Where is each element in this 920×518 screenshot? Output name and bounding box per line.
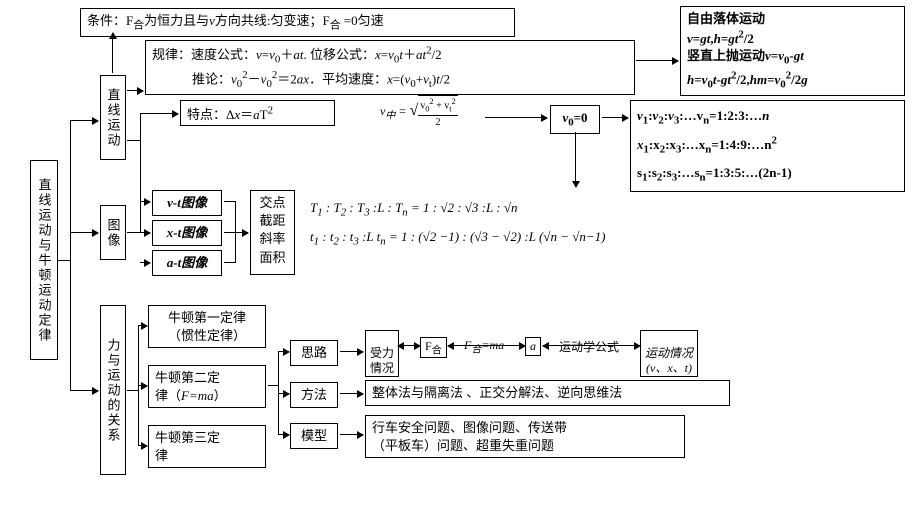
newton3-box: 牛顿第三定 律 — [148, 425, 266, 468]
vmid-label: v中 = — [380, 104, 406, 118]
methods-box: 整体法与隔离法 、正交分解法、逆向思维法 — [365, 380, 730, 406]
moxing-label: 模型 — [301, 428, 327, 443]
n1-l2: （惯性定律） — [168, 328, 246, 343]
ratios-box: v1:v2:v3:…vn=1:2:3:…n x1:x2:x3:…xn=1:4:9… — [630, 100, 905, 192]
laws-box: 规律：速度公式：v=v0＋at. 位移公式：x=v0t＋at2/2 推论：v02… — [145, 40, 635, 95]
n3-l1: 牛顿第三定 — [155, 430, 220, 445]
newton2-box: 牛顿第二定 律（F=ma） — [148, 365, 266, 408]
ff-l1: 自由落体运动 — [687, 11, 765, 26]
v0-box: v0=0 — [550, 105, 600, 134]
newton1-box: 牛顿第一定律 （惯性定律） — [148, 305, 266, 348]
graphs-box: 图像 — [100, 205, 126, 260]
force-rel-label: 力与运动的关系 — [104, 338, 123, 443]
flow-b2-label: F合 — [425, 339, 442, 353]
flow-lab2: 运动学公式 — [555, 337, 623, 356]
line-motion-label: 直线运动 — [104, 88, 123, 148]
models-box: 行车安全问题、图像问题、传送带 （平板车）问题、超重失重问题 — [365, 415, 685, 458]
flow-b1: 受力 情况 — [365, 330, 399, 377]
n2-l1: 牛顿第二定 — [155, 370, 220, 385]
laws-l1: 规律：速度公式：v=v0＋at. 位移公式：x=v0t＋at2/2 — [152, 47, 442, 62]
condition-box: 条件：F合为恒力且与v方向共线:匀变速；F合 =0匀速 — [80, 8, 515, 37]
root-box: 直线运动与牛顿运动定律 — [30, 160, 58, 360]
feature-box: 特点：Δx＝aT2 — [180, 100, 335, 126]
flow-b2: F合 — [420, 337, 447, 358]
vmid-num: v02 + vt2 — [418, 96, 457, 116]
flow-b4: 运动情况 (v、x、t) — [640, 330, 698, 377]
ratios-text: T1 : T2 : T3 :L : Tn = 1 : √2 : √3 :L : … — [310, 195, 605, 254]
models-l1: 行车安全问题、图像问题、传送带 — [372, 420, 567, 435]
methods-text: 整体法与隔离法 、正交分解法、逆向思维法 — [372, 385, 622, 400]
n1-l1: 牛顿第一定律 — [168, 310, 246, 325]
at-label: a-t图像 — [167, 255, 207, 270]
n2-l2: 律（F=ma） — [155, 388, 227, 403]
ff-l4: h=v0t-gt2/2,hm=v02/2g — [687, 72, 808, 87]
flow-b1-label: 受力 情况 — [370, 346, 394, 374]
at-box: a-t图像 — [152, 250, 222, 276]
flow-lab1: F合=ma — [460, 337, 508, 356]
condition-text: 条件：F合为恒力且与v方向共线:匀变速；F合 =0匀速 — [87, 13, 384, 28]
freefall-box: 自由落体运动 v=gt,h=gt2/2 竖直上抛运动v=v0-gt h=v0t-… — [680, 6, 905, 96]
force-rel-box: 力与运动的关系 — [100, 305, 126, 475]
vt-label: v-t图像 — [167, 195, 207, 210]
silu-label: 思路 — [301, 345, 327, 360]
rt-l2: t1 : t2 : t3 :L tn = 1 : (√2 −1) : (√3 −… — [310, 229, 605, 244]
ff-l3: 竖直上抛运动v=v0-gt — [687, 48, 804, 63]
rb-l3: s1:s2:s3:…sn=1:3:5:…(2n-1) — [637, 165, 792, 180]
flow-b4-label: 运动情况 (v、x、t) — [645, 346, 693, 374]
n3-l2: 律 — [155, 448, 168, 463]
graphs-label: 图像 — [104, 218, 123, 248]
vmid-den: 2 — [418, 116, 457, 130]
xt-box: x-t图像 — [152, 220, 222, 246]
vmid-formula: v中 = √v02 + vt22 — [380, 95, 458, 129]
ff-l2: v=gt,h=gt2/2 — [687, 31, 754, 46]
laws-l2: 推论：v02－v02＝2ax．平均速度：x=(v0+vt)t/2 — [152, 68, 450, 92]
xt-label: x-t图像 — [167, 225, 207, 240]
silu-box: 思路 — [290, 340, 338, 366]
analysis-label: 交点 截距 斜率 面积 — [259, 195, 285, 265]
models-l2: （平板车）问题、超重失重问题 — [372, 438, 554, 453]
feature-text: 特点：Δx＝aT2 — [187, 107, 273, 122]
flow-b3-label: a — [530, 339, 536, 353]
analysis-box: 交点 截距 斜率 面积 — [250, 190, 295, 275]
fangfa-label: 方法 — [301, 387, 327, 402]
v0-label: v0=0 — [562, 110, 587, 125]
fangfa-box: 方法 — [290, 382, 338, 408]
rt-l1: T1 : T2 : T3 :L : Tn = 1 : √2 : √3 :L : … — [310, 200, 517, 215]
flow-b3: a — [525, 337, 541, 356]
rb-l2: x1:x2:x3:…xn=1:4:9:…n2 — [637, 137, 777, 152]
line-motion-box: 直线运动 — [100, 75, 126, 160]
flow-lab2-label: 运动学公式 — [559, 340, 619, 354]
rb-l1: v1:v2:v3:…vn=1:2:3:…n — [637, 108, 769, 123]
root-label: 直线运动与牛顿运动定律 — [35, 178, 54, 343]
vt-box: v-t图像 — [152, 190, 222, 216]
moxing-box: 模型 — [290, 423, 338, 449]
